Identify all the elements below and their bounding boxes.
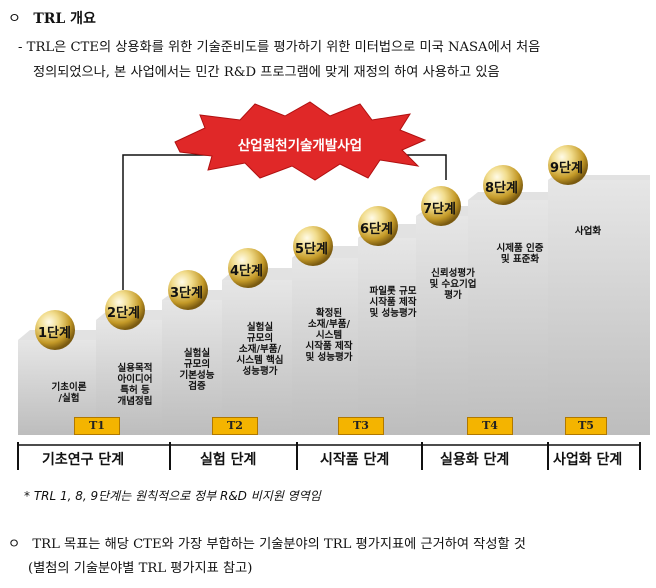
stage-label-4: 실용화 단계 — [440, 452, 510, 468]
banner-burst — [174, 101, 427, 181]
ball-4 — [228, 248, 268, 288]
header-title-row: ㅇ TRL 개요 — [8, 8, 96, 28]
banner-text: 산업원천기술개발사업 — [237, 138, 363, 154]
step-desc-4: 실험실 규모의 소재/부품/시스템 핵심 성능평가 — [236, 322, 284, 377]
bullet-icon: ㅇ — [8, 11, 21, 27]
footnote: * TRL 1, 8, 9단계는 원칙적으로 정부 R&D 비지원 영역임 — [24, 489, 321, 503]
t-label-5: T5 — [565, 417, 607, 435]
stage-label-3: 시작품 단계 — [320, 452, 390, 468]
step-label-3: 3단계 — [170, 286, 203, 301]
ball-8 — [483, 165, 523, 205]
step-balls — [35, 145, 588, 350]
step-label-1: 1단계 — [38, 326, 71, 341]
ball-9 — [548, 145, 588, 185]
stage-dividers — [17, 442, 641, 470]
stage-label-2: 실험 단계 — [200, 452, 257, 468]
step-label-7: 7단계 — [423, 202, 456, 217]
stage-label-5: 사업화 단계 — [553, 452, 623, 468]
ball-2 — [105, 290, 145, 330]
step-desc-8: 시제품 인증 및 표준화 — [496, 243, 544, 265]
t-label-4: T4 — [467, 417, 513, 435]
step-desc-1: 기초이론/실험 — [51, 382, 87, 404]
step-label-6: 6단계 — [360, 222, 393, 237]
header-line-1: - TRL은 CTE의 상용화를 위한 기술준비도를 평가하기 위한 미터법으로… — [18, 40, 541, 55]
ball-1 — [35, 310, 75, 350]
step-label-5: 5단계 — [295, 242, 328, 257]
ball-6 — [358, 206, 398, 246]
t-label-1: T1 — [74, 417, 120, 435]
section-title: TRL 개요 — [33, 11, 96, 27]
step-desc-9: 사업화 — [574, 226, 602, 237]
bullet-icon: ㅇ — [8, 537, 21, 552]
ball-7 — [421, 186, 461, 226]
ball-5 — [293, 226, 333, 266]
step-label-9: 9단계 — [550, 161, 583, 176]
goal-line-2: (별첨의 기술분야별 TRL 평가지표 참고) — [28, 561, 253, 576]
t-label-2: T2 — [212, 417, 258, 435]
steps-group — [18, 175, 650, 435]
step-desc-2: 실용목적 아이디어 특허 등 개념정립 — [117, 363, 153, 407]
goal-line-1: ㅇ TRL 목표는 해당 CTE와 가장 부합하는 기술분야의 TRL 평가지표… — [8, 537, 526, 552]
header-line-2: 정의되었으나, 본 사업에서는 민간 R&D 프로그램에 맞게 재정의 하여 사… — [33, 65, 500, 80]
step-desc-5: 확정된 소재/부품/ 시스템 시작품 제작 및 성능평가 — [305, 308, 353, 363]
stage-label-1: 기초연구 단계 — [42, 452, 125, 468]
t-label-3: T3 — [338, 417, 384, 435]
step-label-2: 2단계 — [107, 306, 140, 321]
step-desc-6: 파일롯 규모 시작품 제작 및 성능평가 — [369, 286, 417, 319]
ball-3 — [168, 270, 208, 310]
step-desc-7: 신뢰성평가 및 수요기업 평가 — [429, 268, 477, 301]
step-desc-3: 실험실 규모의 기본성능 검증 — [179, 348, 215, 392]
step-label-8: 8단계 — [485, 181, 518, 196]
step-label-4: 4단계 — [230, 264, 263, 279]
